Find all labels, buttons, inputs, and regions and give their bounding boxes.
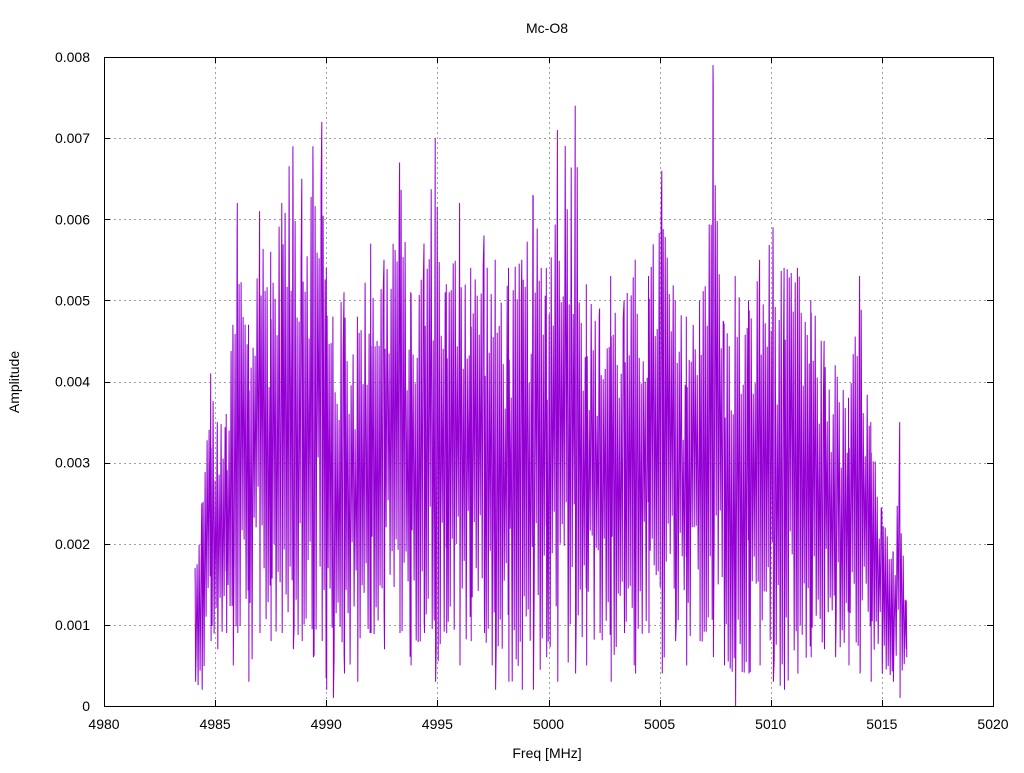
x-tick-label: 4990 [311, 716, 342, 732]
x-tick-label: 4985 [200, 716, 231, 732]
x-tick-label: 5000 [533, 716, 564, 732]
y-tick-label: 0.003 [55, 455, 90, 471]
x-tick-label: 4995 [422, 716, 453, 732]
x-tick-label: 5015 [866, 716, 897, 732]
y-tick-label: 0.007 [55, 130, 90, 146]
spectrum-series-line [194, 65, 908, 707]
y-tick-label: 0.004 [55, 374, 90, 390]
y-tick-label: 0.001 [55, 617, 90, 633]
y-tick-label: 0.005 [55, 292, 90, 308]
x-tick-label: 5020 [977, 716, 1008, 732]
y-tick-label: 0 [82, 698, 90, 714]
x-tick-label: 5005 [644, 716, 675, 732]
y-tick-label: 0.006 [55, 211, 90, 227]
y-axis-label: Amplitude [6, 351, 22, 413]
y-tick-label: 0.002 [55, 536, 90, 552]
series-layer [194, 65, 908, 707]
ticks: 4980 4985 4990 4995 5000 5005 5010 5015 5020 0 0.0… [55, 49, 1009, 732]
chart-title: Mc-O8 [526, 20, 568, 36]
x-axis-label: Freq [MHz] [512, 745, 581, 761]
y-tick-label: 0.008 [55, 49, 90, 65]
x-tick-label: 4980 [88, 716, 119, 732]
x-tick-label: 5010 [755, 716, 786, 732]
